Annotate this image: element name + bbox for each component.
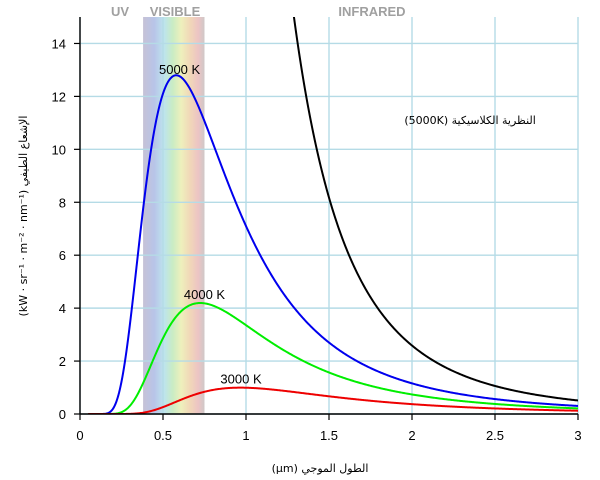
x-tick-label: 0.5 bbox=[154, 428, 172, 443]
y-tick-label: 10 bbox=[52, 142, 66, 157]
ticks: 0 0.5 1 1.5 2 2.5 3 0 2 4 6 8 10 12 14 bbox=[52, 36, 582, 443]
x-tick-label: 1 bbox=[242, 428, 249, 443]
curve-label-5000k: 5000 K bbox=[159, 62, 201, 77]
x-tick-label: 2 bbox=[408, 428, 415, 443]
visible-band bbox=[143, 17, 205, 414]
y-tick-label: 12 bbox=[52, 89, 66, 104]
x-tick-label: 0 bbox=[76, 428, 83, 443]
x-tick-label: 1.5 bbox=[320, 428, 338, 443]
curves bbox=[88, 17, 578, 414]
series-line-2 bbox=[88, 386, 578, 414]
y-tick-label: 2 bbox=[59, 354, 66, 369]
curve-label-4000k: 4000 K bbox=[184, 287, 226, 302]
x-tick-label: 3 bbox=[574, 428, 581, 443]
series-line-1 bbox=[88, 302, 578, 414]
curve-label-classical: النظرية الكلاسيكية (5000K) bbox=[404, 114, 535, 127]
y-tick-label: 14 bbox=[52, 36, 66, 51]
y-tick-label: 4 bbox=[59, 301, 66, 316]
series-line-3 bbox=[292, 17, 578, 402]
y-axis-title: الإشعاع الطيفي (kW · sr⁻¹ · m⁻² · nm⁻¹) bbox=[17, 116, 30, 317]
x-axis-title: الطول الموجي (μm) bbox=[272, 462, 369, 475]
uv-band bbox=[80, 17, 143, 414]
y-tick-label: 8 bbox=[59, 195, 66, 210]
series-line-0 bbox=[88, 74, 578, 414]
band-label-infrared: INFRARED bbox=[338, 4, 405, 19]
band-label-visible: VISIBLE bbox=[150, 4, 201, 19]
y-tick-label: 0 bbox=[59, 407, 66, 422]
curve-label-3000k: 3000 K bbox=[220, 372, 262, 387]
x-tick-label: 2.5 bbox=[486, 428, 504, 443]
y-tick-label: 6 bbox=[59, 248, 66, 263]
band-label-uv: UV bbox=[111, 4, 129, 19]
